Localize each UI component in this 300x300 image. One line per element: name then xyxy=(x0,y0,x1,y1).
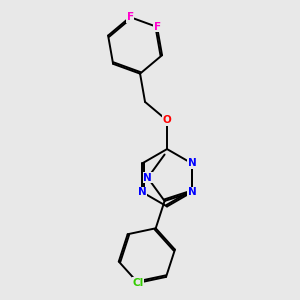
Text: N: N xyxy=(143,173,152,183)
Text: N: N xyxy=(138,187,147,197)
Text: F: F xyxy=(154,22,160,32)
Text: O: O xyxy=(163,116,171,125)
Text: N: N xyxy=(188,158,196,168)
Text: N: N xyxy=(188,187,196,197)
Text: F: F xyxy=(127,12,134,22)
Text: Cl: Cl xyxy=(132,278,144,288)
